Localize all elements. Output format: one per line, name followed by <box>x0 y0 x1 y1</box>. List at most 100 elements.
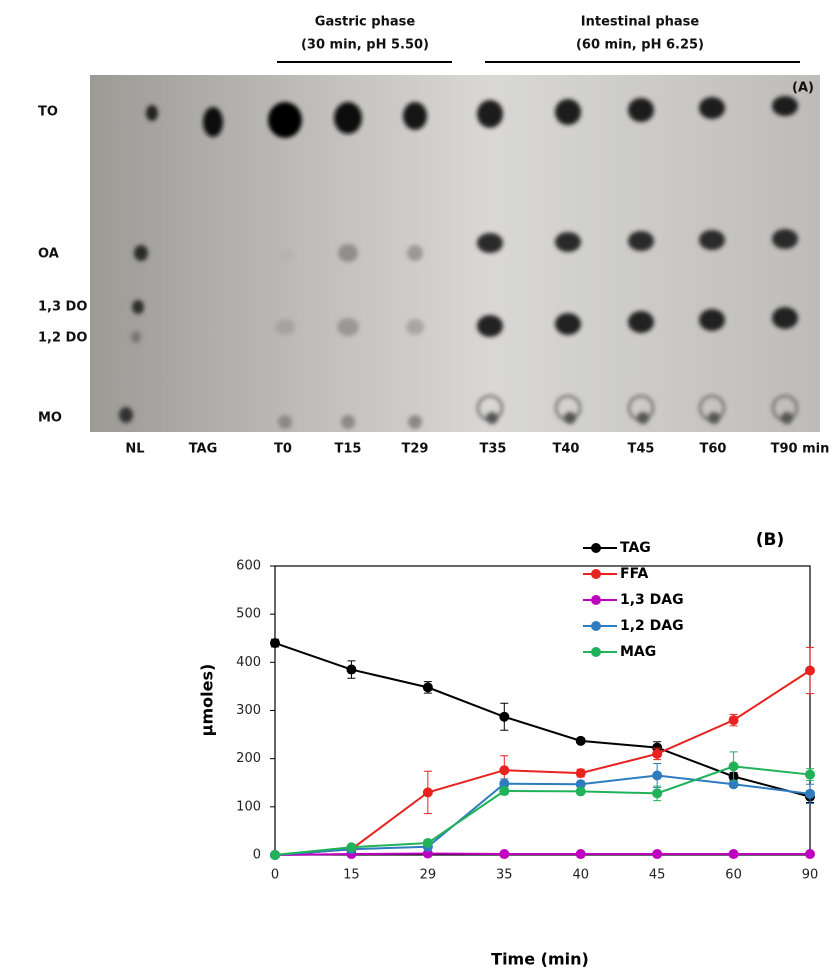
spot <box>628 231 654 251</box>
phase-title: Intestinal phase <box>581 15 700 30</box>
x-axis-label: Time (min) <box>491 950 589 969</box>
point <box>575 735 586 746</box>
panel-label: (A) <box>792 81 814 96</box>
point <box>805 849 815 860</box>
point <box>728 761 739 772</box>
point <box>499 711 510 722</box>
point <box>270 638 280 649</box>
point <box>499 765 510 776</box>
y-tick-label: 0 <box>253 848 261 863</box>
spot <box>699 230 725 250</box>
legend-marker <box>591 595 601 605</box>
spot <box>555 99 581 125</box>
row-label: 1,3 DO <box>38 300 87 315</box>
series-line <box>274 774 811 856</box>
spot <box>334 102 362 134</box>
legend-label: MAG <box>620 644 656 660</box>
spot <box>406 319 424 335</box>
point <box>652 770 663 781</box>
point <box>805 788 815 799</box>
lane-label: NL <box>125 442 144 457</box>
spot <box>268 102 302 138</box>
spot <box>131 331 141 343</box>
tlc-plate <box>90 75 820 432</box>
point <box>805 769 815 780</box>
x-tick-label: 35 <box>496 868 513 883</box>
spot <box>637 412 649 424</box>
phase-subtitle: (60 min, pH 6.25) <box>576 38 704 53</box>
point <box>575 786 586 797</box>
row-label: OA <box>38 247 59 262</box>
spot <box>477 100 503 128</box>
lane-label: T40 <box>553 442 580 457</box>
x-tick-label: 90 <box>802 868 819 883</box>
series-line <box>274 852 810 856</box>
point <box>652 788 663 799</box>
point <box>575 779 586 790</box>
spot <box>119 407 133 423</box>
lane-label: T90 min <box>771 442 830 457</box>
legend-marker <box>591 621 601 631</box>
spot <box>132 300 144 314</box>
spot <box>341 415 355 429</box>
spot <box>407 245 423 261</box>
spot <box>699 97 725 119</box>
spot <box>772 229 798 249</box>
y-tick-label: 100 <box>236 799 261 814</box>
legend-label: FFA <box>620 566 649 582</box>
spot <box>275 319 295 335</box>
spot <box>338 244 358 262</box>
spot <box>146 105 158 121</box>
panel-a-header: Gastric phase (30 min, pH 5.50) Intestin… <box>277 15 800 63</box>
spot <box>772 96 798 116</box>
point <box>422 787 433 798</box>
spot <box>477 315 503 337</box>
y-tick-label: 600 <box>236 559 261 574</box>
point <box>499 778 510 789</box>
spot <box>781 412 793 424</box>
phase-subtitle: (30 min, pH 5.50) <box>301 38 429 53</box>
point <box>728 715 739 726</box>
spot <box>772 307 798 329</box>
x-tick-label: 40 <box>572 868 589 883</box>
spot <box>134 245 148 261</box>
point <box>346 842 357 853</box>
lane-label: T35 <box>480 442 507 457</box>
legend-marker <box>591 543 601 553</box>
spot <box>699 309 725 331</box>
lane-label: T0 <box>274 442 292 457</box>
y-axis-label: µmoles) <box>198 664 217 737</box>
spot <box>278 415 292 429</box>
panel-label: (B) <box>756 530 785 550</box>
x-tick-label: 15 <box>343 868 360 883</box>
point <box>422 837 433 848</box>
point <box>652 748 663 759</box>
phase-title: Gastric phase <box>315 15 416 30</box>
lane-label: T60 <box>700 442 727 457</box>
x-tick-label: 29 <box>420 868 437 883</box>
point <box>728 849 739 860</box>
row-label: 1,2 DO <box>38 331 87 346</box>
spot <box>408 415 422 429</box>
row-label: MO <box>38 411 62 426</box>
spot <box>628 311 654 333</box>
plot-frame <box>274 565 811 856</box>
spot <box>337 318 359 336</box>
lane-label: TAG <box>189 442 218 457</box>
x-tick-label: 0 <box>271 868 279 883</box>
legend-label: 1,3 DAG <box>620 592 684 608</box>
spot <box>564 412 576 424</box>
spot <box>277 249 293 261</box>
spot <box>708 412 720 424</box>
point <box>422 682 433 693</box>
legend-label: TAG <box>620 540 651 556</box>
spot <box>555 313 581 335</box>
lane-label: T15 <box>335 442 362 457</box>
point <box>346 664 357 675</box>
spot <box>628 98 654 122</box>
spot <box>208 328 218 340</box>
spot <box>486 412 498 424</box>
series-line <box>274 765 811 856</box>
y-tick-label: 400 <box>236 655 261 670</box>
